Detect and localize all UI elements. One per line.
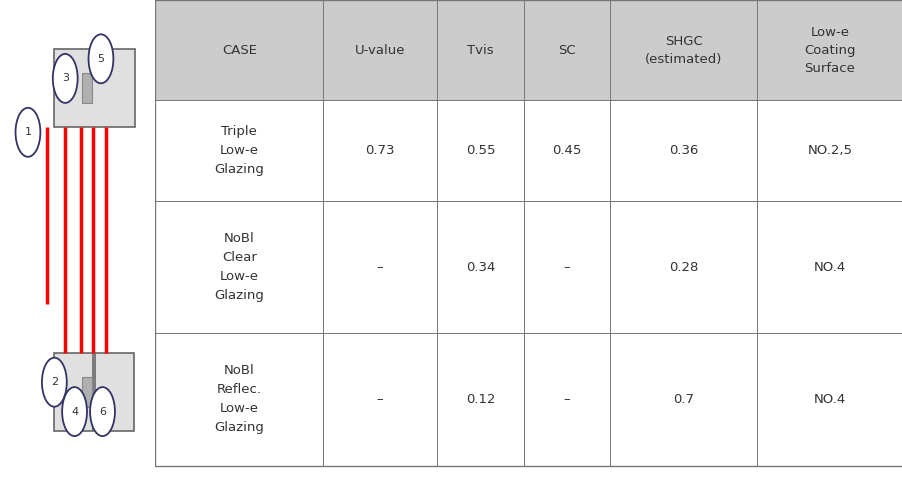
Text: –: – (376, 393, 383, 406)
Text: NoBl
Clear
Low-e
Glazing: NoBl Clear Low-e Glazing (214, 232, 264, 302)
Text: 3: 3 (61, 74, 69, 83)
Bar (437, 0, 523, 100)
Text: NoBl
Reflec.
Low-e
Glazing: NoBl Reflec. Low-e Glazing (214, 365, 264, 434)
Bar (323, 333, 437, 466)
Text: 0.55: 0.55 (465, 144, 494, 157)
Text: CASE: CASE (222, 44, 256, 57)
Text: SHGC
(estimated): SHGC (estimated) (644, 35, 722, 66)
Text: 0.12: 0.12 (465, 393, 494, 406)
Text: 0.34: 0.34 (465, 261, 494, 273)
Ellipse shape (52, 54, 78, 103)
Bar (323, 100, 437, 201)
Bar (155, 201, 323, 333)
Text: 0.45: 0.45 (552, 144, 581, 157)
Text: 6: 6 (99, 407, 106, 416)
Bar (54, 49, 135, 127)
Bar (523, 100, 610, 201)
Text: –: – (563, 261, 570, 273)
Bar (610, 100, 756, 201)
Text: 2: 2 (51, 377, 58, 387)
Text: 0.7: 0.7 (672, 393, 694, 406)
Bar (756, 0, 902, 100)
Ellipse shape (15, 108, 41, 157)
Text: NO.4: NO.4 (813, 261, 845, 273)
Text: 5: 5 (97, 54, 105, 64)
Bar (523, 0, 610, 100)
Bar (437, 100, 523, 201)
Bar (323, 201, 437, 333)
Text: NO.4: NO.4 (813, 393, 845, 406)
Bar (610, 0, 756, 100)
Bar (155, 333, 323, 466)
Bar (610, 333, 756, 466)
Text: Low-e
Coating
Surface: Low-e Coating Surface (803, 25, 855, 74)
Text: 4: 4 (71, 407, 78, 416)
Text: 0.28: 0.28 (668, 261, 697, 273)
Text: Tvis: Tvis (466, 44, 493, 57)
Text: 0.73: 0.73 (365, 144, 394, 157)
Ellipse shape (62, 387, 87, 436)
Text: NO.2,5: NO.2,5 (806, 144, 851, 157)
Bar (81, 377, 92, 407)
Bar (610, 201, 756, 333)
Text: 1: 1 (24, 127, 32, 137)
Bar (323, 0, 437, 100)
Bar (155, 0, 323, 100)
Ellipse shape (90, 387, 115, 436)
Text: U-value: U-value (354, 44, 405, 57)
Text: –: – (376, 261, 383, 273)
Bar (756, 100, 902, 201)
Text: –: – (563, 393, 570, 406)
Bar (756, 333, 902, 466)
Bar (523, 201, 610, 333)
Text: SC: SC (557, 44, 575, 57)
Bar (437, 201, 523, 333)
Bar (155, 100, 323, 201)
Bar (81, 74, 92, 103)
Bar (95, 353, 133, 431)
Bar (756, 201, 902, 333)
Ellipse shape (41, 358, 67, 407)
Text: Triple
Low-e
Glazing: Triple Low-e Glazing (214, 125, 264, 176)
Bar (54, 353, 93, 431)
Bar (523, 333, 610, 466)
Ellipse shape (88, 34, 114, 83)
Bar (437, 333, 523, 466)
Text: 0.36: 0.36 (668, 144, 697, 157)
